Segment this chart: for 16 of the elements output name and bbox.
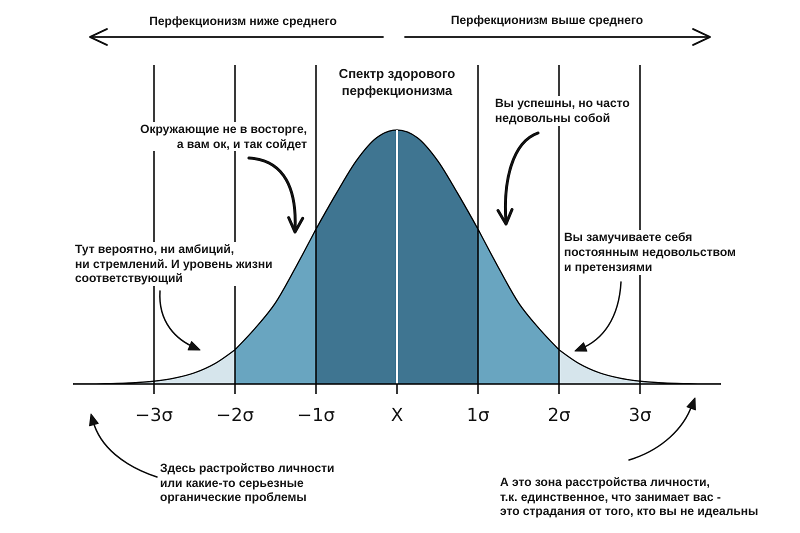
x-tick-label: 2σ: [548, 405, 570, 426]
text: Спектр здорового перфекционизма: [338, 65, 456, 99]
annotation: Вы замучиваете себя постоянным недовольством и претензиями: [564, 230, 736, 275]
text: Перфекционизм ниже среднего: [149, 13, 337, 29]
text: Здесь растройство личности или какие-то серьезные органические проблемы: [160, 461, 334, 504]
annotation: Тут вероятно, ни амбиций, ни стремлений. И уровень жизни соответствующий: [75, 242, 273, 286]
text: А это зона расстройства личности, т.к. единственное, что занимает вас - это страдания от того, кто вы не идеальны: [500, 475, 758, 518]
annotation: Окружающие не в восторге, а вам ок, и так сойдет: [140, 122, 307, 151]
text: Вы успешны, но часто недовольны собой: [495, 96, 630, 126]
x-tick-label: 3σ: [628, 405, 652, 426]
x-tick-label: −3σ: [135, 405, 173, 426]
x-tick-label: −1σ: [297, 405, 335, 426]
x-tick-label: 1σ: [466, 405, 490, 426]
x-tick-label: −2σ: [216, 405, 254, 426]
text: Перфекционизм выше среднего: [450, 12, 644, 28]
x-tick-label: X: [390, 405, 404, 426]
